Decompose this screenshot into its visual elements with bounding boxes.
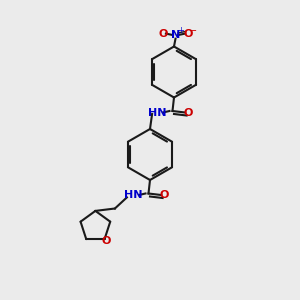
Text: −: − — [189, 26, 198, 36]
Text: N: N — [171, 30, 180, 40]
Text: HN: HN — [124, 190, 142, 200]
Text: O: O — [183, 28, 193, 39]
Text: O: O — [183, 107, 193, 118]
Text: O: O — [101, 236, 110, 246]
Text: HN: HN — [148, 107, 167, 118]
Text: O: O — [158, 28, 168, 39]
Text: O: O — [159, 190, 169, 200]
Text: +: + — [178, 26, 184, 35]
